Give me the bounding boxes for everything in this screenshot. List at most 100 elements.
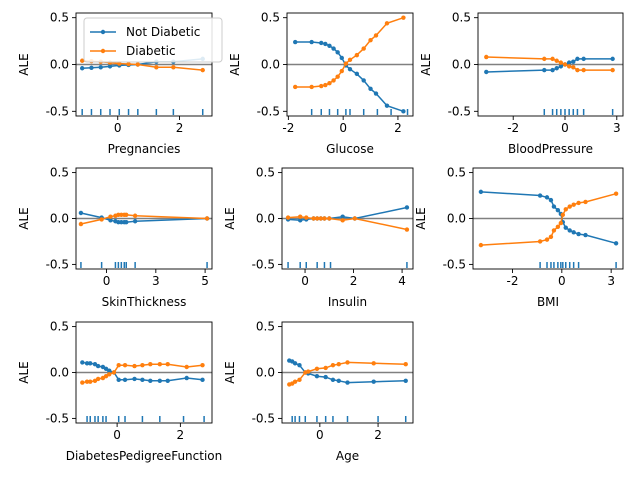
y-tick-label: 0.0 [447, 212, 466, 226]
y-axis-label: ALE [223, 207, 237, 229]
x-tick-label: 0 [561, 121, 569, 135]
x-tick-label: 2 [176, 121, 184, 135]
data-point [613, 191, 619, 196]
data-point [343, 61, 349, 66]
x-axis-label: Insulin [328, 295, 367, 309]
data-point [352, 216, 357, 221]
data-point [309, 84, 314, 90]
data-point [576, 200, 581, 206]
data-point [184, 375, 189, 381]
y-tick-label: -0.5 [252, 257, 275, 271]
y-tick-label: 0.0 [50, 366, 69, 380]
x-axis-label: Age [336, 449, 359, 463]
data-point [583, 232, 588, 238]
data-point [132, 213, 138, 218]
x-tick-label: -2 [507, 121, 519, 135]
data-point [563, 225, 568, 230]
y-tick-label: 0.5 [50, 166, 69, 180]
rug-marks [287, 262, 408, 268]
x-tick-label: 0 [558, 274, 566, 288]
data-point [157, 378, 163, 383]
data-point [84, 379, 90, 384]
y-tick-label: -0.5 [252, 411, 275, 425]
data-point [79, 66, 85, 71]
x-tick-label: 0 [113, 428, 121, 442]
data-point [124, 219, 129, 225]
y-tick-label: 0.5 [256, 166, 275, 180]
data-point [327, 43, 332, 48]
series-diabetic [80, 362, 205, 385]
data-point [107, 372, 112, 377]
data-point [311, 216, 316, 221]
data-point [345, 360, 350, 365]
data-point [560, 212, 566, 218]
data-point [575, 56, 580, 62]
data-point [304, 215, 309, 220]
data-point [581, 56, 586, 62]
data-point [571, 202, 576, 207]
data-point [484, 69, 489, 75]
rug-marks [291, 416, 407, 422]
data-point [336, 362, 341, 367]
panel-age: 0 2 -0.5 0.0 0.5 Age ALE [223, 320, 414, 463]
data-point [335, 74, 340, 79]
x-tick-label: 4 [398, 274, 406, 288]
y-tick-label: 0.0 [261, 58, 280, 72]
data-point [551, 228, 557, 233]
y-tick-label: -0.5 [443, 257, 466, 271]
data-point [550, 67, 555, 73]
data-point [373, 33, 379, 38]
data-point [148, 362, 153, 367]
data-point [558, 60, 564, 65]
x-tick-label: 5 [201, 274, 209, 288]
data-point [95, 376, 101, 382]
x-tick-label: 0 [316, 428, 324, 442]
data-point [384, 21, 390, 26]
rug-marks [80, 262, 208, 268]
data-point [345, 380, 350, 385]
y-tick-label: 0.0 [50, 212, 69, 226]
x-tick-label: 3 [152, 274, 160, 288]
data-point [306, 369, 311, 374]
x-tick-label: 2 [374, 428, 382, 442]
data-point [384, 103, 390, 108]
data-point [610, 56, 615, 62]
y-tick-label: 0.5 [50, 320, 69, 334]
data-point [126, 61, 131, 67]
data-point [132, 363, 137, 369]
y-axis-label: ALE [17, 361, 31, 383]
data-point [297, 214, 303, 219]
data-point [558, 220, 564, 226]
data-point [347, 66, 353, 72]
legend: Not Diabetic Diabetic [83, 17, 223, 63]
data-point [89, 65, 94, 70]
data-point [554, 58, 559, 63]
data-point [555, 208, 561, 213]
data-point [107, 64, 113, 69]
series-diabetic [484, 54, 615, 73]
y-tick-label: -0.5 [46, 257, 69, 271]
legend-label: Not Diabetic [126, 25, 200, 39]
data-point [551, 204, 557, 209]
data-point [79, 58, 85, 63]
data-point [154, 65, 159, 70]
data-point [327, 81, 332, 86]
data-point [555, 224, 561, 229]
data-point [566, 64, 572, 69]
data-point [542, 67, 547, 73]
data-point [297, 218, 303, 223]
data-point [285, 215, 291, 220]
panel-insulin: 0 2 4 -0.5 0.0 0.5 Insulin ALE [223, 166, 414, 309]
data-point [571, 59, 576, 64]
data-point [339, 55, 344, 61]
rug-marks [543, 109, 614, 115]
data-point [484, 54, 489, 60]
data-point [88, 361, 93, 366]
data-point [373, 91, 379, 96]
data-point [292, 379, 298, 384]
data-point [140, 362, 145, 368]
data-point [116, 377, 121, 383]
data-point [319, 83, 324, 89]
x-axis-label: DiabetesPedigreeFunction [66, 449, 223, 463]
data-point [322, 216, 327, 221]
